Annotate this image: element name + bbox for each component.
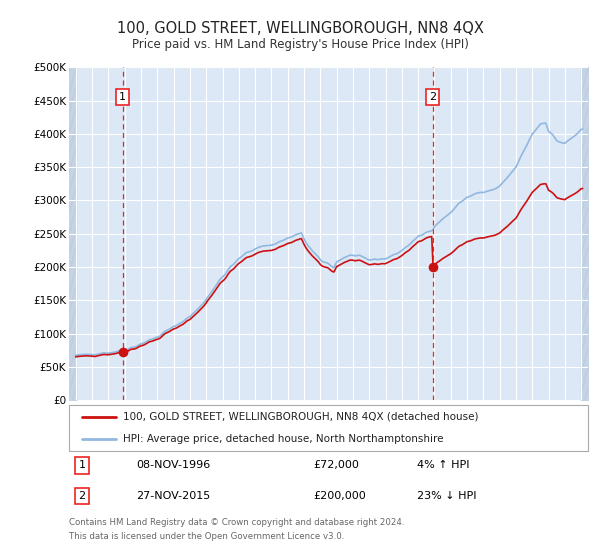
- Text: 100, GOLD STREET, WELLINGBOROUGH, NN8 4QX: 100, GOLD STREET, WELLINGBOROUGH, NN8 4Q…: [116, 21, 484, 36]
- Text: 4% ↑ HPI: 4% ↑ HPI: [417, 460, 469, 470]
- Text: 23% ↓ HPI: 23% ↓ HPI: [417, 491, 476, 501]
- Text: 1: 1: [79, 460, 85, 470]
- Text: £72,000: £72,000: [313, 460, 359, 470]
- Text: 27-NOV-2015: 27-NOV-2015: [136, 491, 211, 501]
- Text: Price paid vs. HM Land Registry's House Price Index (HPI): Price paid vs. HM Land Registry's House …: [131, 38, 469, 51]
- Text: Contains HM Land Registry data © Crown copyright and database right 2024.: Contains HM Land Registry data © Crown c…: [69, 518, 404, 527]
- Text: 08-NOV-1996: 08-NOV-1996: [136, 460, 211, 470]
- Text: £200,000: £200,000: [313, 491, 365, 501]
- Text: 1: 1: [119, 92, 126, 102]
- Text: This data is licensed under the Open Government Licence v3.0.: This data is licensed under the Open Gov…: [69, 532, 344, 541]
- FancyBboxPatch shape: [69, 405, 588, 451]
- Text: 2: 2: [429, 92, 436, 102]
- Text: 2: 2: [79, 491, 86, 501]
- Text: 100, GOLD STREET, WELLINGBOROUGH, NN8 4QX (detached house): 100, GOLD STREET, WELLINGBOROUGH, NN8 4Q…: [124, 412, 479, 422]
- Text: HPI: Average price, detached house, North Northamptonshire: HPI: Average price, detached house, Nort…: [124, 434, 444, 444]
